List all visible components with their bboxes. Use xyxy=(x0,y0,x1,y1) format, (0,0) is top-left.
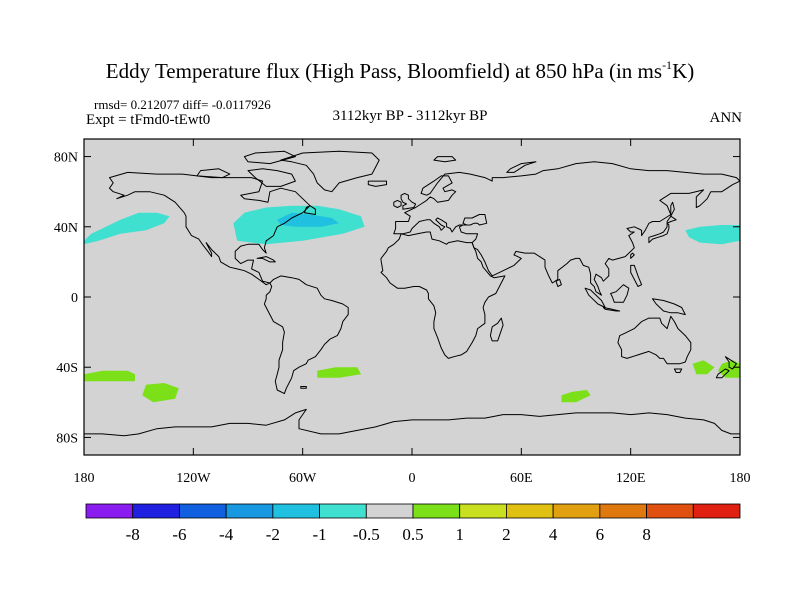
coastline-africa xyxy=(380,231,506,359)
coastline-victoria-island xyxy=(196,168,231,179)
coastline-sakhalin xyxy=(670,201,675,217)
colorbar-label: 0.5 xyxy=(402,525,423,544)
map-title: Eddy Temperature flux (High Pass, Bloomf… xyxy=(0,58,800,84)
coastline-ireland xyxy=(393,199,402,208)
y-tick-label: 40S xyxy=(56,361,78,376)
colorbar-label: -0.5 xyxy=(353,525,380,544)
coastline-new-guinea xyxy=(652,298,686,316)
colorbar-swatch xyxy=(225,503,274,519)
anomaly-region-south-atlantic xyxy=(317,367,361,378)
axis-ticks: 180 120W 60W 0 60E 120E 180 80N 40N 0 40S 80S xyxy=(54,139,751,486)
colorbar-swatch xyxy=(459,503,507,519)
colorbar-swatch xyxy=(412,503,461,519)
colorbar-swatch xyxy=(179,503,227,519)
coastline-ellesmere-island xyxy=(243,150,296,165)
coastline-iceland xyxy=(367,180,387,187)
experiment-label: Expt = tFmd0-tEwt0 xyxy=(86,112,211,128)
coastline-madagascar xyxy=(489,317,504,342)
colorbar-label: -6 xyxy=(172,525,186,544)
coastline-newfoundland xyxy=(304,205,316,215)
colorbar-swatch xyxy=(599,503,647,519)
colorbar-label: 6 xyxy=(596,525,605,544)
y-tick-label: 0 xyxy=(71,291,78,306)
anomaly-region-north-pacific xyxy=(84,212,170,245)
coastline-falklands xyxy=(300,386,307,389)
coastline-greenland xyxy=(280,150,380,193)
map-title-main: Eddy Temperature flux (High Pass, Bloomf… xyxy=(105,59,663,83)
colorbar-label: 2 xyxy=(502,525,511,544)
colorbar-swatch xyxy=(365,503,414,519)
colorbar-label: 1 xyxy=(455,525,464,544)
colorbar-swatch xyxy=(552,503,601,519)
y-tick-label: 80N xyxy=(54,151,78,166)
coastline-novaya-zemlya xyxy=(506,161,537,173)
colorbar-swatch xyxy=(506,503,554,519)
colorbar-swatch xyxy=(646,503,694,519)
anomaly-region-south-pacific-blob xyxy=(142,383,179,403)
x-tick-label: 60W xyxy=(289,471,317,486)
colorbar-swatch xyxy=(319,503,367,519)
y-tick-label: 40N xyxy=(54,221,78,236)
anomaly-regions xyxy=(84,205,740,403)
colorbar-label: -4 xyxy=(219,525,234,544)
map-background xyxy=(84,139,740,455)
x-tick-label: 0 xyxy=(409,471,416,486)
x-tick-label: 180 xyxy=(730,471,751,486)
colorbar-swatch xyxy=(692,503,741,519)
coastline-eurasia xyxy=(393,161,740,296)
colorbar-swatch xyxy=(85,503,134,519)
colorbar-label: 4 xyxy=(549,525,558,544)
colorbar-label: -2 xyxy=(266,525,280,544)
anomaly-region-tasman-east xyxy=(718,360,740,378)
coastline-antarctica xyxy=(84,408,740,437)
colorbar-label: -8 xyxy=(126,525,140,544)
coastline-great-britain xyxy=(400,192,417,210)
coastline-java xyxy=(602,307,621,312)
coastline-new-zealand-south xyxy=(715,368,730,379)
anomaly-region-tasman-west xyxy=(692,360,715,375)
x-tick-label: 120W xyxy=(176,471,211,486)
colorbar: -8 -6 -4 -2 -1 -0.5 0.5 1 2 4 6 8 xyxy=(85,503,741,544)
coastline-cuba xyxy=(256,256,276,263)
colorbar-label: 8 xyxy=(642,525,651,544)
anomaly-region-south-pacific-east xyxy=(84,370,135,382)
coastline-australia xyxy=(617,315,692,365)
map-title-superscript: -1 xyxy=(662,58,673,72)
colorbar-label: -1 xyxy=(312,525,326,544)
colorbar-swatch xyxy=(132,503,180,519)
season-label: ANN xyxy=(709,110,743,126)
coastline-svalbard xyxy=(433,156,457,163)
stats-line: rmsd= 0.212077 diff= -0.0117926 xyxy=(94,97,271,112)
anomaly-region-south-indian xyxy=(561,390,591,403)
map-title-end: K) xyxy=(672,59,695,83)
coastline-taiwan xyxy=(630,252,635,259)
colorbar-swatch xyxy=(272,503,320,519)
x-tick-label: 180 xyxy=(74,471,95,486)
coastline-new-zealand-north xyxy=(724,356,737,370)
coastline-north-america xyxy=(109,171,311,286)
period-label: 3112kyr BP - 3112kyr BP xyxy=(332,108,488,124)
coastline-sri-lanka xyxy=(555,278,562,287)
coastline-japan xyxy=(648,215,677,244)
anomaly-region-north-atlantic-core xyxy=(277,212,340,227)
x-tick-label: 60E xyxy=(510,471,533,486)
coastline-philippines xyxy=(630,264,643,287)
coastline-baffin-island xyxy=(247,168,296,187)
coastlines xyxy=(84,150,740,437)
coastline-borneo xyxy=(610,284,630,303)
y-tick-label: 80S xyxy=(56,431,78,446)
anomaly-region-northwest-pacific xyxy=(685,225,740,245)
coastline-south-america xyxy=(263,275,349,395)
x-tick-label: 120E xyxy=(616,471,646,486)
coastline-tasmania xyxy=(673,368,683,373)
